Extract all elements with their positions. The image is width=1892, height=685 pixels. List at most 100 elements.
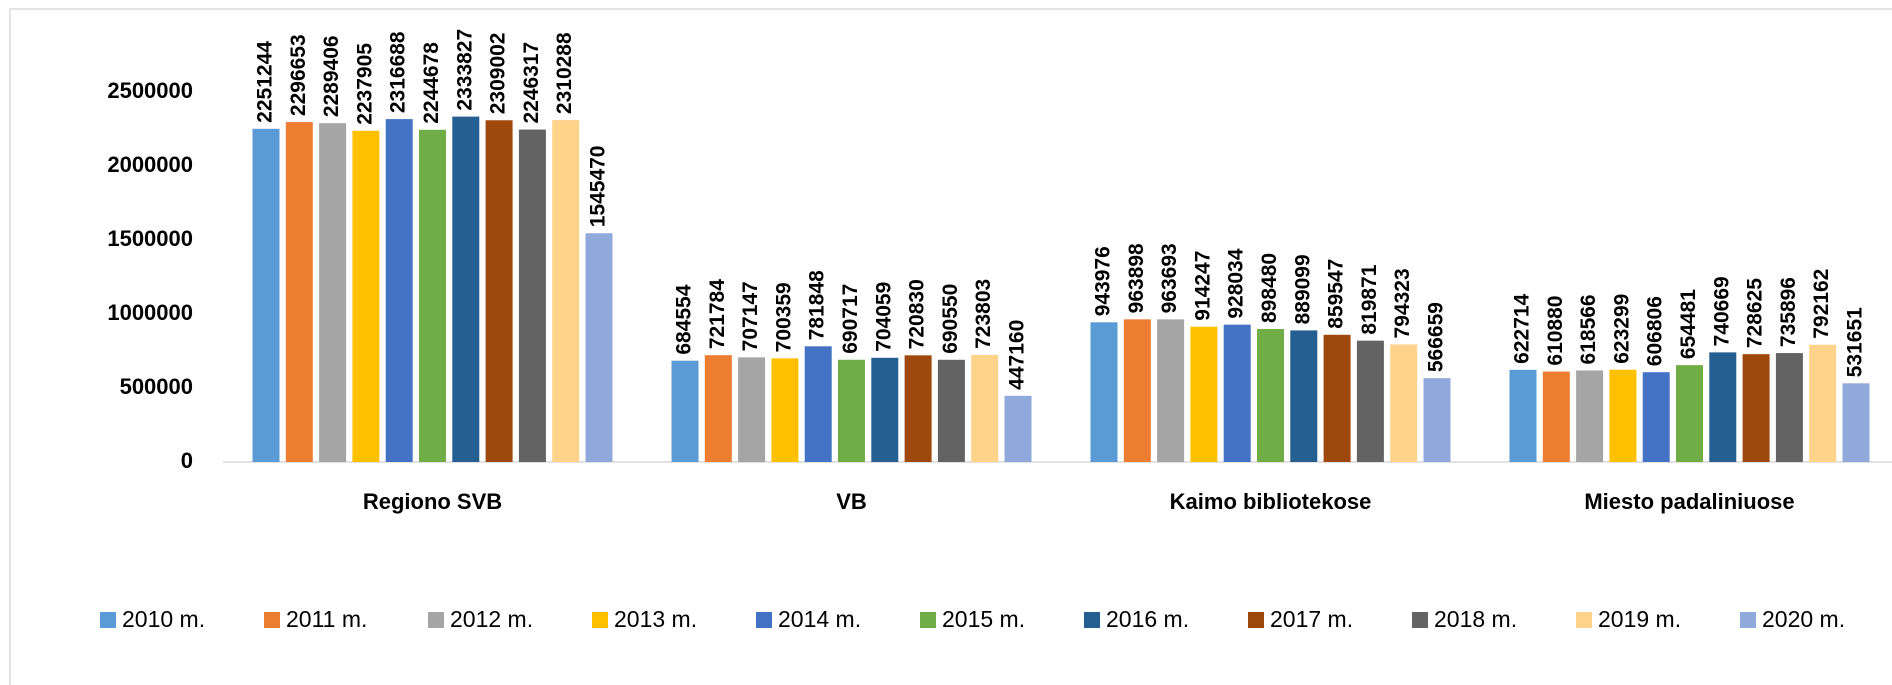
legend-label: 2017 m. [1270, 606, 1353, 632]
value-label: 735896 [1777, 277, 1800, 347]
bar [1742, 354, 1770, 462]
legend-swatch [1576, 612, 1592, 628]
value-label: 781848 [806, 270, 829, 340]
value-label: 684554 [673, 284, 696, 354]
value-label: 690550 [939, 284, 962, 354]
legend-label: 2020 m. [1762, 606, 1845, 632]
y-tick-label: 2000000 [107, 152, 193, 177]
x-tick-label: Kaimo bibliotekose [1170, 489, 1372, 514]
bar [771, 358, 799, 462]
bar [1090, 322, 1118, 462]
value-label: 2289406 [320, 35, 343, 117]
bar [704, 355, 732, 462]
x-tick-label: VB [836, 489, 867, 514]
legend-label: 2015 m. [942, 606, 1025, 632]
bar [319, 123, 347, 463]
legend-label: 2012 m. [450, 606, 533, 632]
legend-label: 2016 m. [1106, 606, 1189, 632]
bar [871, 357, 899, 462]
legend-swatch [756, 612, 772, 628]
bar [1004, 395, 1032, 462]
value-label: 690717 [839, 284, 862, 354]
bar [452, 116, 480, 463]
bar [552, 120, 580, 462]
legend-label: 2013 m. [614, 606, 697, 632]
value-label: 963693 [1158, 243, 1181, 313]
value-label: 704059 [872, 282, 895, 352]
value-label: 618566 [1577, 294, 1600, 364]
value-label: 928034 [1225, 248, 1248, 318]
bar [1509, 369, 1537, 462]
y-tick-label: 500000 [120, 374, 193, 399]
value-label: 447160 [1006, 320, 1029, 390]
bar [252, 128, 280, 462]
legend-label: 2011 m. [286, 606, 367, 632]
value-label: 720830 [906, 279, 929, 349]
bar [1356, 340, 1384, 462]
value-label: 889099 [1291, 254, 1314, 324]
x-tick-label: Regiono SVB [363, 489, 502, 514]
bar [1809, 344, 1837, 462]
value-label: 610880 [1544, 296, 1567, 366]
legend-swatch [592, 612, 608, 628]
bar [671, 360, 699, 462]
value-label: 2309002 [487, 33, 510, 115]
bar [1290, 330, 1318, 462]
value-label: 723803 [972, 279, 995, 349]
legend-swatch [264, 612, 280, 628]
bar [385, 119, 413, 462]
legend-label: 2018 m. [1434, 606, 1517, 632]
bar [1676, 365, 1703, 462]
legend-swatch [100, 612, 116, 628]
bar [1775, 353, 1803, 462]
value-label: 2237905 [353, 43, 376, 125]
legend-swatch [1084, 612, 1100, 628]
y-tick-label: 2500000 [107, 78, 193, 103]
bar [838, 359, 865, 462]
value-label: 2251244 [254, 41, 277, 123]
bar [1257, 329, 1284, 462]
value-label: 623299 [1610, 294, 1633, 364]
x-tick-label: Miesto padaliniuose [1584, 489, 1794, 514]
value-label: 2333827 [453, 29, 476, 111]
value-label: 531651 [1844, 307, 1867, 377]
value-label: 721784 [706, 279, 729, 349]
legend-swatch [1740, 612, 1756, 628]
legend-label: 2010 m. [122, 606, 205, 632]
value-label: 963898 [1125, 243, 1148, 313]
value-label: 2246317 [520, 42, 543, 124]
bar [1609, 369, 1637, 462]
value-label: 2310288 [553, 32, 576, 114]
value-label: 1545470 [587, 146, 610, 228]
value-label: 859547 [1325, 259, 1348, 329]
legend-swatch [1248, 612, 1264, 628]
value-label: 606806 [1644, 296, 1667, 366]
bar [1423, 378, 1451, 462]
value-label: 914247 [1191, 251, 1214, 321]
bar [1642, 372, 1670, 462]
legend-swatch [920, 612, 936, 628]
value-label: 2316688 [387, 31, 410, 113]
bar [738, 357, 766, 462]
bar [1190, 326, 1218, 462]
bar [585, 233, 613, 462]
value-label: 728625 [1744, 278, 1767, 348]
bar [1542, 371, 1570, 462]
bar [1157, 319, 1185, 462]
bar [1123, 319, 1151, 462]
value-label: 819871 [1358, 264, 1381, 334]
legend-swatch [428, 612, 444, 628]
bar [804, 346, 832, 462]
bar [1576, 370, 1604, 462]
bar [518, 129, 546, 462]
value-label: 740669 [1710, 276, 1733, 346]
bar [352, 130, 380, 463]
value-label: 654481 [1677, 289, 1700, 359]
legend-label: 2014 m. [778, 606, 861, 632]
bar [937, 359, 965, 462]
bar [419, 129, 446, 462]
legend-label: 2019 m. [1598, 606, 1681, 632]
value-label: 898480 [1258, 253, 1281, 323]
y-tick-label: 1000000 [107, 300, 193, 325]
